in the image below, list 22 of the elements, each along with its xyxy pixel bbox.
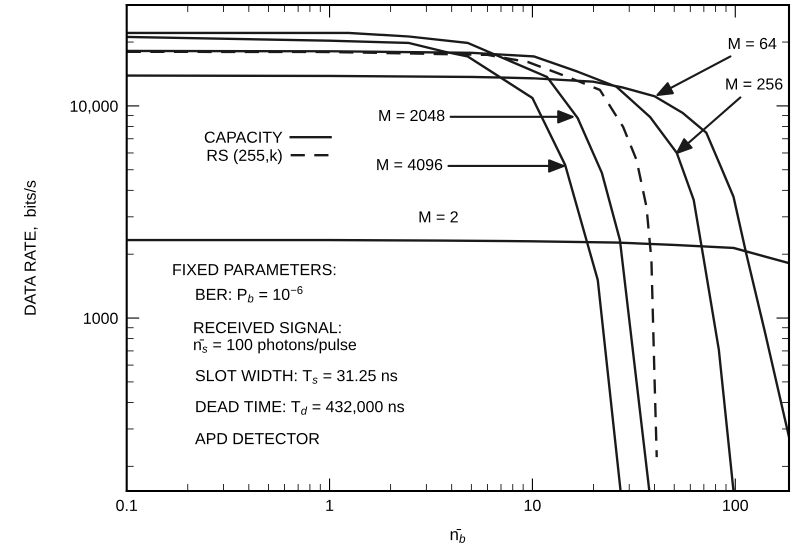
annotation: FIXED PARAMETERS: [173,264,336,276]
annotation: M = 2048 [379,110,444,122]
annotation: n̄$_{s}$ = 100 photons/pulse [194,338,356,354]
x-tick-label: 100 [723,500,748,512]
y-tick-label: 1000 [84,312,118,324]
annotation: DEAD TIME: T$_{d}$ = 432,000 ns [196,400,404,415]
annotation: M = 2 [420,211,458,222]
y-axis-title: DATA RATE, bits/s [24,180,38,315]
x-axis-title: n̄$_{b}$ [450,529,466,543]
x-tick-label: 0.1 [116,500,138,512]
legend-label: CAPACITY [204,132,282,143]
annotation: RECEIVED SIGNAL: [194,322,341,334]
legend-label: RS (255,k) [208,149,282,164]
y-tick-label: 10,000 [70,100,118,114]
annotation: M = 4096 [377,158,442,170]
x-tick-label: 10 [524,500,541,512]
x-tick-label: 1 [326,500,334,511]
annotation: M = 256 [726,78,782,90]
annotation: SLOT WIDTH: T$_{s}$ = 31.25 ns [196,370,398,384]
annotation: APD DETECTOR [195,432,320,444]
annotation: BER: P$_{b}$ = 10$^{−6}$ [196,286,303,303]
annotation: M = 64 [728,38,776,50]
